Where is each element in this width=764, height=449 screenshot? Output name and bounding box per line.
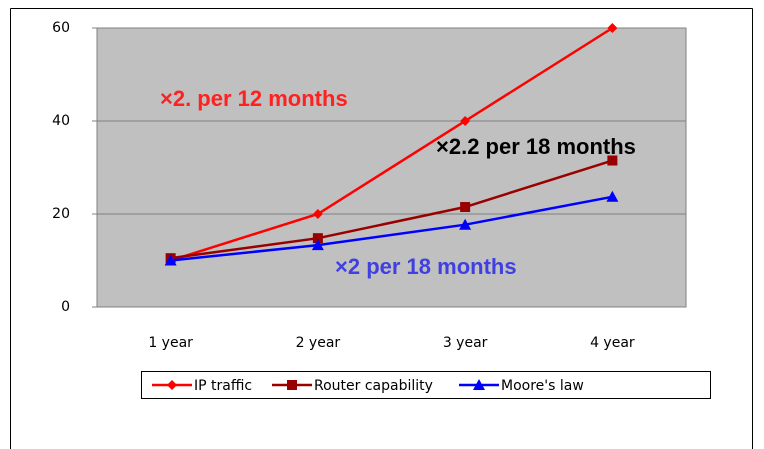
marker bbox=[460, 116, 471, 126]
legend-label: Moore's law bbox=[501, 378, 584, 394]
y-tick-label: 20 bbox=[52, 206, 70, 222]
legend-label: Router capability bbox=[314, 378, 433, 394]
annotation: ×2 per 18 months bbox=[335, 254, 517, 279]
marker bbox=[167, 380, 177, 390]
marker bbox=[311, 239, 324, 251]
annotation: ×2. per 12 months bbox=[160, 86, 348, 111]
legend-label: IP traffic bbox=[194, 378, 252, 394]
marker bbox=[312, 209, 323, 219]
marker bbox=[459, 218, 472, 230]
y-tick-label: 60 bbox=[52, 20, 70, 36]
marker bbox=[164, 254, 177, 266]
marker bbox=[473, 379, 485, 390]
x-tick-label: 4 year bbox=[590, 335, 635, 351]
series-line bbox=[170, 159, 613, 260]
x-tick-label: 1 year bbox=[148, 335, 193, 351]
y-tick-label: 0 bbox=[61, 299, 70, 315]
marker bbox=[287, 380, 297, 390]
marker bbox=[312, 233, 323, 244]
annotation: ×2.2 per 18 months bbox=[436, 134, 636, 159]
y-tick-label: 40 bbox=[52, 113, 70, 129]
x-tick-label: 3 year bbox=[443, 335, 488, 351]
marker bbox=[607, 155, 618, 166]
legend bbox=[141, 371, 711, 399]
x-tick-label: 2 year bbox=[296, 335, 341, 351]
series-line bbox=[170, 26, 614, 262]
marker bbox=[606, 190, 619, 202]
marker bbox=[607, 23, 618, 33]
marker bbox=[460, 202, 471, 213]
series-line bbox=[170, 195, 613, 262]
frame bbox=[10, 8, 753, 449]
